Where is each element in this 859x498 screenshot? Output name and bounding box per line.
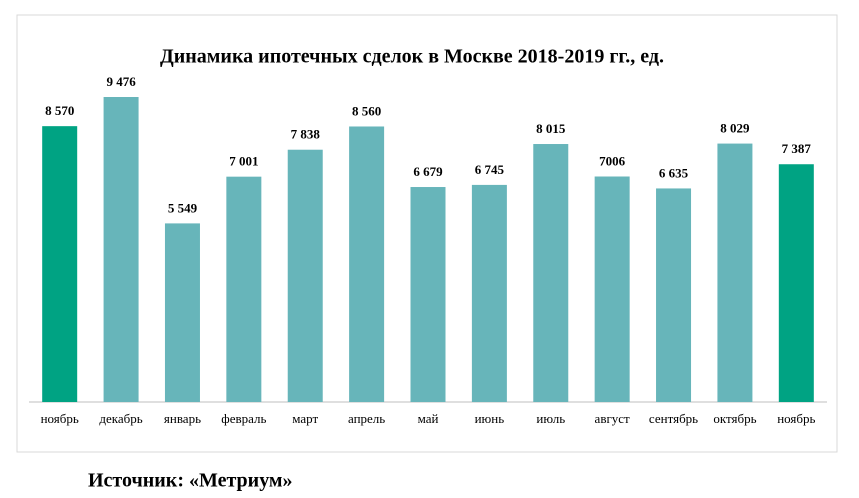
bar: [656, 188, 692, 402]
x-tick-label: июнь: [475, 411, 505, 426]
bar: [226, 176, 262, 402]
bar: [42, 126, 78, 402]
bar: [287, 149, 323, 402]
value-label: 9 476: [106, 74, 136, 89]
x-tick-label: март: [292, 411, 318, 426]
bar: [594, 176, 630, 402]
source: Источник: «Метриум»: [88, 470, 293, 492]
value-label: 7 387: [782, 141, 812, 156]
x-tick-label: декабрь: [99, 411, 142, 426]
chart-title: Динамика ипотечных сделок в Москве 2018-…: [160, 46, 664, 68]
bar: [349, 126, 385, 402]
x-tick-label: август: [595, 411, 631, 426]
bar: [533, 144, 569, 402]
x-tick-label: октябрь: [713, 411, 756, 426]
bar: [103, 97, 139, 402]
value-label: 8 560: [352, 103, 381, 118]
value-label: 7 001: [229, 154, 258, 169]
value-label: 6 679: [413, 164, 443, 179]
bar: [717, 143, 753, 402]
value-label: 8 570: [45, 103, 74, 118]
x-tick-label: январь: [164, 411, 201, 426]
x-tick-label: май: [418, 411, 439, 426]
value-label: 8 015: [536, 121, 566, 136]
x-tick-label: июль: [536, 411, 565, 426]
value-label: 8 029: [720, 121, 750, 136]
bar: [471, 184, 507, 402]
value-label: 6 635: [659, 165, 689, 180]
x-tick-label: ноябрь: [777, 411, 815, 426]
bar: [778, 164, 814, 402]
value-label: 6 745: [475, 162, 505, 177]
x-tick-label: ноябрь: [41, 411, 79, 426]
x-tick-label: сентябрь: [649, 411, 698, 426]
value-label: 7 838: [291, 127, 321, 142]
bar: [164, 223, 200, 402]
bar: [410, 187, 446, 402]
x-tick-label: февраль: [221, 411, 266, 426]
x-tick-label: апрель: [348, 411, 385, 426]
value-label: 7006: [599, 153, 626, 168]
value-label: 5 549: [168, 200, 198, 215]
